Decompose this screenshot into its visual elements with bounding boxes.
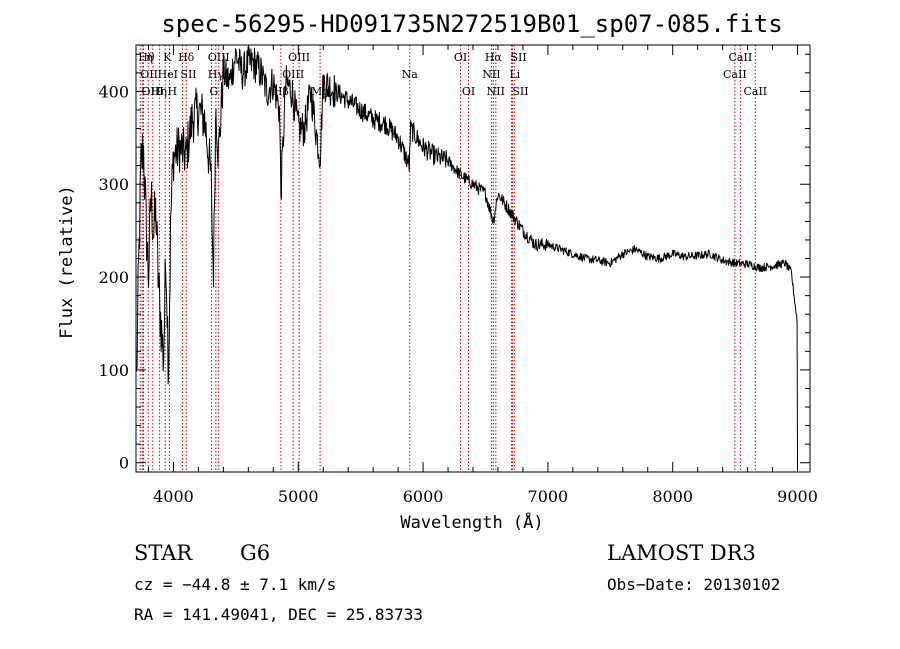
y-axis-label: Flux (relative) — [57, 185, 77, 339]
spectral-line-label: Na — [402, 68, 419, 81]
plot-frame — [135, 44, 811, 473]
x-tick-label: 9000 — [777, 487, 818, 506]
y-axis-ticks: 0 100 200 300 400 — [98, 53, 810, 473]
x-tick-label: 6000 — [403, 487, 444, 506]
spectral-line-label: K — [163, 51, 172, 64]
spectral-line-label: OI — [462, 85, 475, 98]
spectral-line-label: OIII — [282, 68, 304, 81]
spectral-line-label: H — [167, 85, 177, 98]
x-axis-ticks: 4000 5000 6000 7000 8000 9000 — [147, 45, 818, 506]
spectral-line-label: HeI — [158, 68, 178, 81]
y-tick-label: 100 — [98, 361, 129, 380]
spectral-line-label: SII — [512, 85, 528, 98]
redshift-cz: cz = −44.8 ± 7.1 km/s — [134, 575, 336, 594]
spectral-line-label: CaII — [729, 51, 753, 64]
y-tick-label: 200 — [98, 268, 129, 287]
x-tick-label: 8000 — [652, 487, 693, 506]
y-tick-label: 300 — [98, 175, 129, 194]
spectral-line-label: Hδ — [178, 51, 195, 64]
spectral-line-label: NII — [482, 68, 500, 81]
line-labels: HθOIIOIIIηHηHeIKHSIIHδGHγOIIIHβOIIIOIIIM… — [138, 51, 767, 98]
spectral-line-label: η — [146, 51, 153, 64]
ra-dec-coords: RA = 141.49041, DEC = 25.83733 — [134, 605, 423, 624]
spectral-line-label: Hγ — [208, 68, 225, 81]
spectral-line-label: CaII — [743, 85, 767, 98]
chart-title: spec-56295-HD091735N272519B01_sp07-085.f… — [161, 10, 782, 38]
object-subclass: G6 — [240, 541, 270, 565]
x-axis-label: Wavelength (Å) — [400, 511, 543, 533]
spectrum-line — [136, 46, 798, 463]
spectral-line-label: OII — [140, 68, 158, 81]
spectral-line-label: G — [210, 85, 219, 98]
y-tick-label: 0 — [119, 454, 129, 473]
line-markers — [139, 45, 756, 472]
x-tick-label: 5000 — [278, 487, 319, 506]
spectral-line-label: OIII — [141, 85, 163, 98]
x-tick-label: 7000 — [528, 487, 569, 506]
spectral-line-label: Hθ — [138, 51, 155, 64]
spectral-line-label: CaII — [723, 68, 747, 81]
spectral-line-label: Li — [509, 68, 520, 81]
spectral-line-label: OI — [454, 51, 467, 64]
spectral-line-label: Hα — [485, 51, 503, 64]
survey-name: LAMOST DR3 — [607, 541, 756, 565]
spectral-line-label: Hη — [151, 85, 167, 98]
spectral-line-label: OIII — [288, 51, 310, 64]
spectral-line-label: SII — [510, 51, 526, 64]
y-tick-label: 400 — [98, 82, 129, 101]
object-class: STAR — [134, 541, 193, 565]
spectral-line-label: NII — [487, 85, 505, 98]
spectral-line-label: SII — [180, 68, 196, 81]
x-tick-label: 4000 — [153, 487, 194, 506]
obs-date: Obs−Date: 20130102 — [607, 575, 780, 594]
